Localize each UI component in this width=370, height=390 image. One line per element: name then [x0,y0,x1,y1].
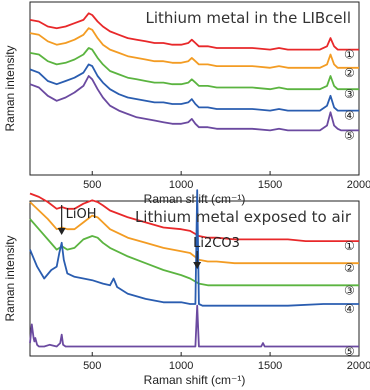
series-label-5: ⑤ [344,128,355,142]
series-line-5 [29,75,359,132]
x-tick-label: 1500 [258,360,282,372]
series-line-4 [29,189,359,307]
annotation-label: LiOH [66,207,97,222]
series-label-4: ④ [344,302,355,316]
series-line-4 [29,63,359,112]
series-label-2: ② [344,261,355,275]
x-tick-label: 2000 [347,179,370,191]
series-label-1: ① [344,48,355,62]
chart-panel-top: 500 1000 1500 2000 Raman shift (cm⁻¹) Raman i… [3,1,370,206]
annotation-arrowhead [193,262,202,269]
x-tick-label: 500 [83,360,101,372]
x-axis-title: Raman shift (cm⁻¹) [144,192,246,206]
x-tick-label: 1000 [169,179,193,191]
plot-frame [29,200,360,357]
series-label-1: ① [344,239,355,253]
series-line-5 [29,304,359,348]
chart-panel-bottom: 500 1000 1500 2000 Raman shift (cm⁻¹) Raman i… [3,189,370,387]
series-line-1 [29,12,359,51]
series-line-2 [29,27,359,69]
series-label-4: ④ [344,109,355,123]
y-axis-title: Raman intensity [3,45,17,131]
series-label-2: ② [344,66,355,80]
annotation-arrowhead [57,228,66,235]
series-label-3: ③ [344,283,355,297]
series-line-3 [29,47,359,91]
x-tick-label: 500 [83,179,101,191]
series-label-5: ⑤ [344,345,355,359]
series-label-3: ③ [344,87,355,101]
series-line-3 [29,218,359,287]
y-axis-title: Raman intensity [3,235,17,321]
annotation-label: Li2CO3 [193,236,240,251]
x-axis-title: Raman shift (cm⁻¹) [144,373,246,387]
x-tick-label: 1500 [258,179,282,191]
x-tick-label: 1000 [169,360,193,372]
chart-title: Lithium metal in the LIBcell [145,9,351,27]
x-tick-label: 2000 [347,360,370,372]
series-line-1 [29,192,359,242]
chart-title: Lithium metal exposed to air [135,208,352,226]
